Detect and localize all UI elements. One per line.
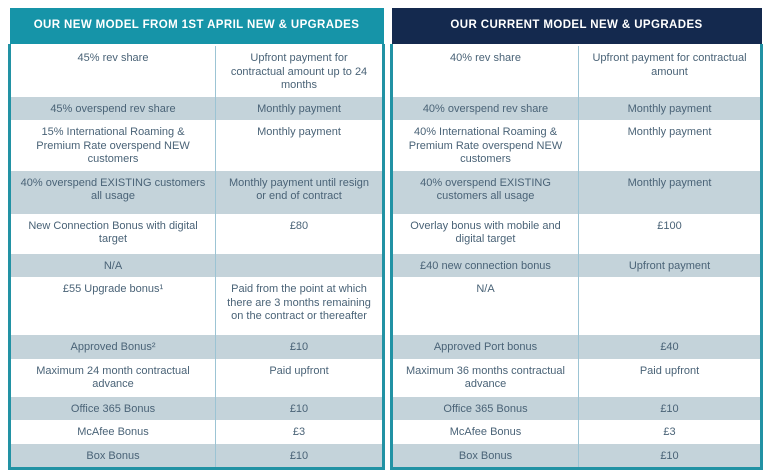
table-gap bbox=[383, 396, 392, 420]
table-gap bbox=[383, 277, 392, 335]
current-item-cell: Overlay bonus with mobile and digital ta… bbox=[390, 213, 579, 254]
new-terms-cell: Upfront payment for contractual amount u… bbox=[215, 45, 385, 97]
current-item-cell: 40% International Roaming & Premium Rate… bbox=[390, 120, 579, 171]
current-terms-cell: Monthly payment bbox=[578, 120, 763, 171]
new-terms-cell: £3 bbox=[215, 420, 385, 444]
new-item-cell: New Connection Bonus with digital target bbox=[8, 213, 216, 254]
current-terms-cell: Monthly payment bbox=[578, 96, 763, 120]
current-item-cell: Maximum 36 months contractual advance bbox=[390, 358, 579, 397]
table-gap bbox=[383, 420, 392, 444]
new-terms-cell: Monthly payment bbox=[215, 96, 385, 120]
table-row: 15% International Roaming & Premium Rate… bbox=[8, 120, 763, 171]
current-terms-cell: £3 bbox=[578, 420, 763, 444]
table-row: N/A £40 new connection bonus Upfront pay… bbox=[8, 253, 763, 277]
current-item-cell: £40 new connection bonus bbox=[390, 253, 579, 277]
current-model-header: OUR CURRENT MODEL NEW & UPGRADES bbox=[391, 8, 762, 46]
new-item-cell: £55 Upgrade bonus¹ bbox=[8, 277, 216, 335]
table-gap bbox=[383, 120, 392, 171]
new-model-header: OUR NEW MODEL FROM 1ST APRIL NEW & UPGRA… bbox=[9, 8, 384, 46]
new-terms-cell: £10 bbox=[215, 443, 385, 470]
table-gap bbox=[383, 45, 392, 97]
current-item-cell: Box Bonus bbox=[390, 443, 579, 470]
new-terms-cell: Monthly payment until resign or end of c… bbox=[215, 170, 385, 214]
new-item-cell: 15% International Roaming & Premium Rate… bbox=[8, 120, 216, 171]
current-terms-cell: £10 bbox=[578, 443, 763, 470]
table-row: Box Bonus £10 Box Bonus £10 bbox=[8, 443, 763, 470]
current-item-cell: Approved Port bonus bbox=[390, 335, 579, 359]
current-item-cell: N/A bbox=[390, 277, 579, 335]
table-gap bbox=[383, 253, 392, 277]
new-terms-cell: Paid from the point at which there are 3… bbox=[215, 277, 385, 335]
table-row: 45% rev share Upfront payment for contra… bbox=[8, 45, 763, 97]
table-gap bbox=[383, 358, 392, 397]
new-terms-cell bbox=[215, 253, 385, 277]
new-item-cell: 45% overspend rev share bbox=[8, 96, 216, 120]
header-row: OUR NEW MODEL FROM 1ST APRIL NEW & UPGRA… bbox=[9, 8, 762, 46]
table-gap bbox=[383, 335, 392, 359]
table-gap bbox=[383, 443, 392, 469]
table-row: 40% overspend EXISTING customers all usa… bbox=[8, 170, 763, 214]
new-item-cell: Office 365 Bonus bbox=[8, 396, 216, 420]
table-row: Approved Bonus² £10 Approved Port bonus … bbox=[8, 335, 763, 359]
new-item-cell: 45% rev share bbox=[8, 45, 216, 97]
new-terms-cell: Monthly payment bbox=[215, 120, 385, 171]
new-item-cell: Maximum 24 month contractual advance bbox=[8, 358, 216, 397]
current-terms-cell: Monthly payment bbox=[578, 170, 763, 214]
table-row: New Connection Bonus with digital target… bbox=[8, 213, 763, 254]
new-terms-cell: £10 bbox=[215, 396, 385, 420]
current-terms-cell: £40 bbox=[578, 335, 763, 359]
current-terms-cell: Upfront payment bbox=[578, 253, 763, 277]
current-terms-cell: Paid upfront bbox=[578, 358, 763, 397]
table-gap bbox=[383, 96, 392, 120]
table-gap bbox=[383, 8, 392, 46]
table-row: McAfee Bonus £3 McAfee Bonus £3 bbox=[8, 420, 763, 444]
current-terms-cell: Upfront payment for contractual amount bbox=[578, 45, 763, 97]
new-item-cell: 40% overspend EXISTING customers all usa… bbox=[8, 170, 216, 214]
new-terms-cell: £10 bbox=[215, 335, 385, 359]
new-terms-cell: Paid upfront bbox=[215, 358, 385, 397]
new-item-cell: Approved Bonus² bbox=[8, 335, 216, 359]
table-gap bbox=[383, 170, 392, 214]
current-item-cell: 40% overspend EXISTING customers all usa… bbox=[390, 170, 579, 214]
current-terms-cell bbox=[578, 277, 763, 335]
current-item-cell: McAfee Bonus bbox=[390, 420, 579, 444]
comparison-table: OUR NEW MODEL FROM 1ST APRIL NEW & UPGRA… bbox=[8, 8, 763, 470]
current-terms-cell: £10 bbox=[578, 396, 763, 420]
new-item-cell: McAfee Bonus bbox=[8, 420, 216, 444]
current-item-cell: Office 365 Bonus bbox=[390, 396, 579, 420]
current-item-cell: 40% rev share bbox=[390, 45, 579, 97]
new-item-cell: Box Bonus bbox=[8, 443, 216, 470]
new-terms-cell: £80 bbox=[215, 213, 385, 254]
current-item-cell: 40% overspend rev share bbox=[390, 96, 579, 120]
new-item-cell: N/A bbox=[8, 253, 216, 277]
current-terms-cell: £100 bbox=[578, 213, 763, 254]
table-row: £55 Upgrade bonus¹ Paid from the point a… bbox=[8, 277, 763, 335]
table-row: Office 365 Bonus £10 Office 365 Bonus £1… bbox=[8, 396, 763, 420]
table-gap bbox=[383, 213, 392, 254]
table-row: 45% overspend rev share Monthly payment … bbox=[8, 96, 763, 120]
table-row: Maximum 24 month contractual advance Pai… bbox=[8, 358, 763, 397]
